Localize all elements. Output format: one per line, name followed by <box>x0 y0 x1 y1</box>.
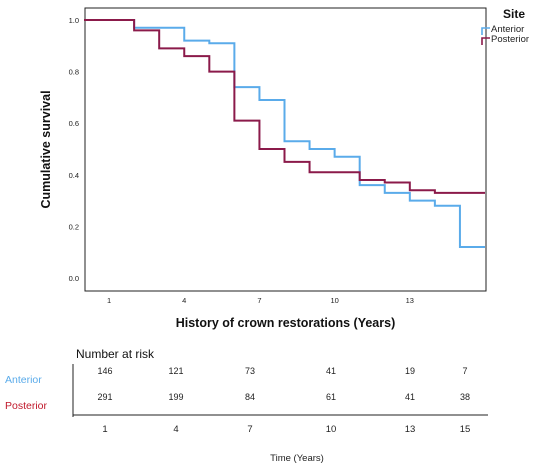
legend-title: Site <box>503 7 525 21</box>
risk-table-x-label: Time (Years) <box>270 453 324 464</box>
legend-swatch-posterior <box>481 37 490 45</box>
x-tick-label: 1 <box>107 296 111 305</box>
risk-value: 7 <box>462 366 467 376</box>
risk-value: 199 <box>168 392 183 402</box>
x-tick-label: 4 <box>182 296 186 305</box>
risk-table-rows: Anterior 146 121 73 41 19 7 Posterior 291 199 84 61… <box>5 364 470 417</box>
survival-curves <box>84 19 485 249</box>
risk-value: 38 <box>460 392 470 402</box>
risk-time-label: 10 <box>326 424 337 435</box>
risk-time-label: 7 <box>247 424 252 435</box>
y-tick-label: 1.0 <box>69 16 79 25</box>
risk-value: 146 <box>97 366 112 376</box>
risk-value: 61 <box>326 392 336 402</box>
legend-label-posterior: Posterior <box>491 34 529 45</box>
risk-value: 41 <box>405 392 415 402</box>
risk-table-title: Number at risk <box>76 347 155 361</box>
x-tick-label: 10 <box>330 296 338 305</box>
plot-area: 0.0 0.2 0.4 0.6 0.8 1.0 1 4 7 10 13 <box>69 7 487 305</box>
y-axis-label: Cumulative survival <box>39 90 53 208</box>
x-axis-label: History of crown restorations (Years) <box>176 316 396 330</box>
plot-frame <box>84 7 487 292</box>
risk-value: 291 <box>97 392 112 402</box>
legend-swatch-anterior <box>481 27 490 35</box>
x-tick-label: 7 <box>257 296 261 305</box>
y-tick-labels: 0.0 0.2 0.4 0.6 0.8 1.0 <box>69 16 79 283</box>
risk-value: 19 <box>405 366 415 376</box>
risk-value: 121 <box>168 366 183 376</box>
series-line-anterior <box>84 19 485 249</box>
risk-group-label-anterior: Anterior <box>5 374 42 386</box>
risk-time-label: 15 <box>460 424 471 435</box>
y-tick-label: 0.8 <box>69 68 79 77</box>
risk-value: 41 <box>326 366 336 376</box>
risk-group-label-posterior: Posterior <box>5 400 48 412</box>
risk-table-time-labels: 1 4 7 10 13 15 <box>102 424 470 435</box>
risk-time-label: 4 <box>173 424 178 435</box>
risk-time-label: 1 <box>102 424 107 435</box>
risk-time-label: 13 <box>405 424 416 435</box>
y-tick-label: 0.2 <box>69 222 79 231</box>
y-tick-label: 0.6 <box>69 119 79 128</box>
risk-value: 73 <box>245 366 255 376</box>
legend-label-anterior: Anterior <box>491 24 524 35</box>
risk-value: 84 <box>245 392 255 402</box>
series-line-posterior <box>84 19 485 194</box>
y-tick-label: 0.4 <box>69 171 79 180</box>
x-tick-label: 13 <box>406 296 414 305</box>
x-tick-labels: 1 4 7 10 13 <box>107 296 414 305</box>
y-tick-label: 0.0 <box>69 274 79 283</box>
